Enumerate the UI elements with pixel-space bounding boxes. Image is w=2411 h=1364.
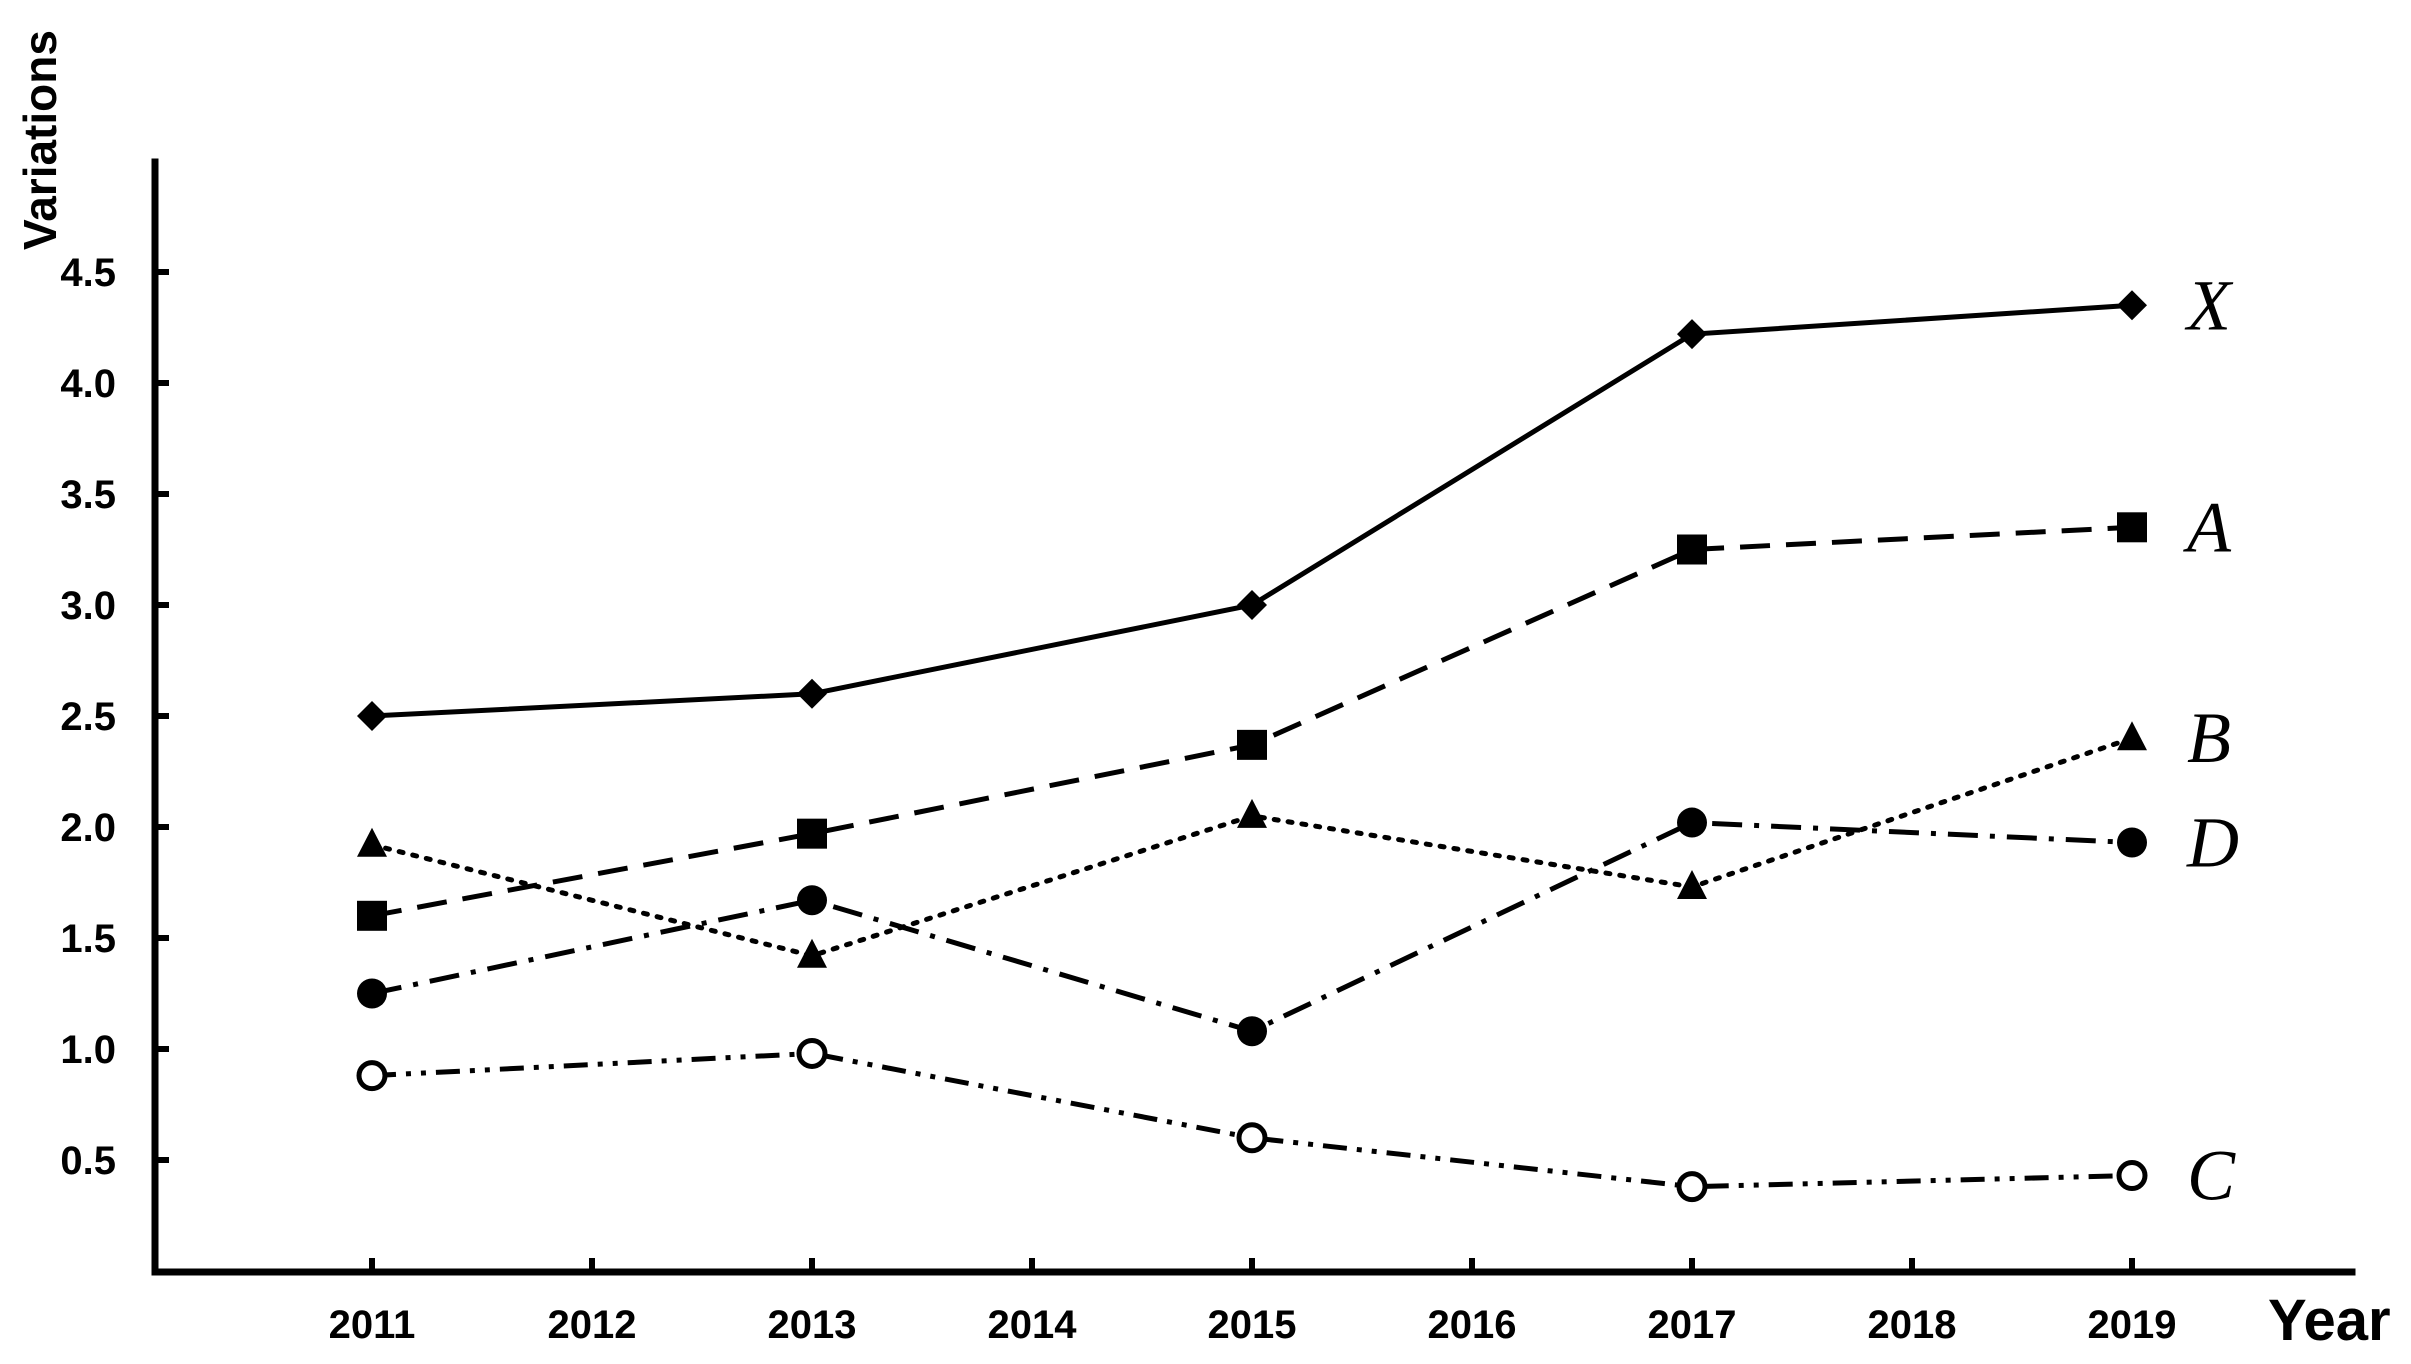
x-tick-label: 2016 (1428, 1303, 1517, 1347)
data-point-marker (356, 1060, 388, 1092)
axes (151, 158, 2356, 1276)
data-point-marker (1237, 798, 1267, 828)
x-tick-label: 2013 (768, 1303, 857, 1347)
series-D: D (357, 803, 2239, 1047)
y-tick-label: 2.5 (60, 695, 116, 739)
series-label-C: C (2187, 1136, 2236, 1216)
data-point-marker (797, 678, 827, 709)
data-point-marker (1676, 1171, 1708, 1203)
y-tick-label: 3.0 (60, 584, 116, 628)
data-point-marker (1237, 590, 1267, 620)
data-point-marker (357, 900, 387, 931)
x-tick-label: 2019 (2088, 1303, 2177, 1347)
y-tick-label: 2.0 (60, 806, 116, 850)
x-tick-label: 2017 (1648, 1303, 1737, 1347)
data-point-marker (1677, 319, 1707, 350)
x-tick-label: 2014 (988, 1303, 1078, 1347)
data-point-marker (1677, 534, 1707, 565)
y-tick-label: 1.5 (60, 917, 116, 961)
series-line-C (371, 1050, 2133, 1190)
series-label-B: B (2187, 698, 2231, 778)
x-tick-label: 2011 (329, 1303, 416, 1347)
data-point-marker (796, 1037, 828, 1069)
x-axis-ticks: 2011 2012 2013 2014 2015 2016 2017 2018 2019 (329, 1258, 2177, 1347)
y-axis-ticks: 0.5 1.0 1.5 2.0 2.5 3.0 3.5 4.0 4.5 (60, 251, 169, 1183)
x-axis-title: Year (2268, 1288, 2391, 1353)
y-axis-title: Variations (14, 30, 66, 250)
series-C: C (356, 1037, 2236, 1216)
data-point-marker (357, 827, 387, 857)
y-tick-label: 1.0 (60, 1028, 116, 1072)
data-point-marker (1677, 869, 1707, 899)
series-line-X (371, 302, 2133, 719)
data-point-marker (2117, 827, 2147, 858)
x-tick-label: 2018 (1868, 1303, 1957, 1347)
data-point-marker (1237, 729, 1267, 760)
data-point-marker (797, 818, 827, 849)
series-A: A (357, 487, 2232, 931)
data-point-marker (1237, 1016, 1267, 1047)
data-point-marker (797, 938, 827, 968)
y-tick-label: 4.0 (60, 362, 116, 406)
data-point-marker (2117, 290, 2147, 321)
series-X: X (357, 265, 2234, 731)
data-point-marker (357, 701, 387, 731)
data-point-marker (2117, 721, 2147, 751)
y-tick-label: 3.5 (60, 473, 116, 517)
series-group: X A BD C (356, 265, 2239, 1216)
series-label-X: X (2184, 265, 2234, 345)
data-point-marker (2116, 1160, 2148, 1192)
series-line-A (371, 524, 2133, 919)
data-point-marker (1236, 1122, 1268, 1154)
y-tick-label: 4.5 (60, 251, 116, 295)
series-label-A: A (2183, 487, 2232, 567)
series-label-D: D (2186, 803, 2239, 883)
series-B: B (357, 698, 2231, 968)
data-point-marker (357, 978, 387, 1009)
series-line-D (371, 820, 2133, 1034)
x-tick-label: 2012 (548, 1303, 637, 1347)
data-point-marker (2117, 512, 2147, 543)
data-point-marker (1677, 807, 1707, 838)
data-point-marker (797, 885, 827, 916)
y-tick-label: 0.5 (60, 1139, 116, 1183)
series-line-B (369, 735, 2135, 959)
x-tick-label: 2015 (1208, 1303, 1297, 1347)
